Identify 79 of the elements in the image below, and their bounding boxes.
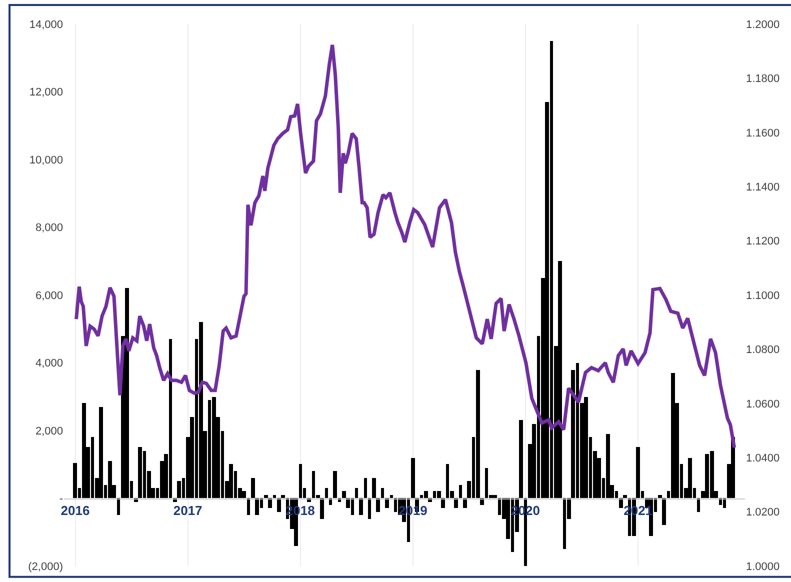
bar	[264, 495, 268, 498]
bar	[454, 498, 458, 508]
y2-tick-label: 1.0400	[746, 452, 780, 464]
bar	[584, 397, 588, 498]
y2-tick-label: 1.1000	[746, 290, 780, 302]
bar	[355, 488, 358, 498]
bar	[242, 491, 246, 498]
bar	[411, 458, 415, 498]
bar	[359, 498, 363, 515]
bar	[177, 481, 181, 498]
bar	[320, 498, 324, 519]
y-tick-label: 4,000	[35, 358, 63, 370]
y-tick-label: 8,000	[35, 222, 63, 234]
bar	[441, 498, 445, 508]
y-tick-label: -	[59, 493, 64, 506]
bar	[73, 463, 77, 498]
bar	[368, 498, 371, 519]
bar	[255, 498, 259, 515]
y2-tick-label: 1.0000	[746, 560, 780, 573]
bar	[671, 373, 675, 498]
bar	[342, 491, 346, 498]
bar	[424, 491, 428, 498]
x-tick-label: 2016	[60, 502, 90, 518]
bar	[493, 495, 497, 498]
bar	[364, 478, 367, 498]
bar	[325, 488, 328, 498]
bar	[381, 488, 384, 498]
bar	[606, 434, 610, 498]
bar	[299, 464, 302, 498]
bar	[636, 447, 640, 498]
x-tick-label: 2017	[173, 502, 202, 518]
bar	[251, 478, 255, 498]
y2-tick-label: 1.1600	[746, 127, 780, 140]
y-tick-label: 2,000	[35, 425, 63, 438]
bar	[125, 288, 129, 498]
bar	[281, 495, 285, 498]
bar	[385, 498, 389, 508]
y-tick-label: 12,000	[29, 86, 63, 99]
y2-tick-label: 1.1400	[746, 181, 780, 194]
y2-tick-label: 1.0800	[746, 344, 780, 356]
bar	[138, 447, 142, 498]
y2-tick-label: 1.2000	[746, 18, 780, 31]
bar	[476, 370, 480, 498]
bar	[247, 498, 250, 515]
y-tick-label: (2,000)	[28, 560, 63, 573]
bar	[658, 495, 662, 498]
bar	[117, 498, 120, 515]
y-tick-label: 6,000	[35, 290, 63, 302]
bar	[82, 403, 86, 498]
bar	[268, 498, 272, 508]
bar	[372, 478, 376, 498]
line-series	[74, 43, 736, 450]
bar	[623, 495, 627, 498]
bar	[662, 498, 666, 525]
bar	[437, 491, 441, 498]
y2-tick-label: 1.1200	[746, 236, 780, 248]
bar	[212, 397, 216, 498]
bar	[519, 420, 523, 498]
y2-tick-label: 1.0200	[746, 506, 780, 519]
bar	[273, 495, 276, 498]
bar	[229, 464, 233, 498]
bar	[199, 322, 203, 498]
bar	[99, 407, 103, 498]
bar	[463, 498, 467, 508]
bar	[688, 458, 692, 498]
bar	[333, 471, 337, 498]
bar	[376, 498, 380, 512]
bar	[558, 261, 562, 498]
bar	[277, 498, 281, 512]
bar	[459, 485, 462, 498]
bar	[390, 495, 393, 498]
y-tick-label: 10,000	[29, 154, 63, 166]
y-tick-label: 14,000	[29, 18, 63, 31]
bar	[697, 498, 700, 512]
bar	[108, 461, 112, 498]
y2-tick-label: 1.1800	[746, 73, 780, 86]
bar	[619, 498, 623, 508]
bar	[723, 498, 726, 508]
y2-tick-label: 1.0600	[746, 398, 780, 410]
